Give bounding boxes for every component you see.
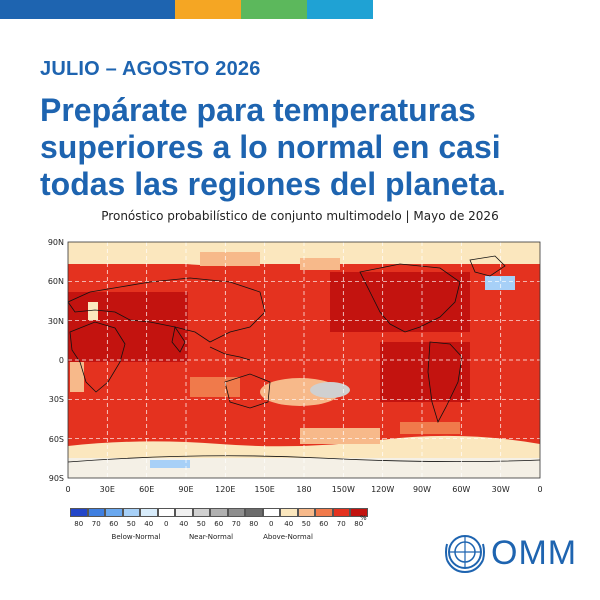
topbar-segment-cyan bbox=[307, 0, 373, 19]
lat-label: 60N bbox=[48, 277, 64, 286]
legend-tick-label: 80 bbox=[249, 520, 259, 528]
headline-line-3: todas las regiones del planeta. bbox=[40, 166, 506, 202]
lon-label: 120W bbox=[371, 485, 394, 494]
legend-tick-label: 80 bbox=[354, 520, 364, 528]
legend-tick-label: 40 bbox=[284, 520, 294, 528]
lon-label: 150W bbox=[332, 485, 355, 494]
legend-tick-label: 70 bbox=[231, 520, 241, 528]
lon-label: 60E bbox=[139, 485, 154, 494]
topbar-segment-orange bbox=[175, 0, 241, 19]
legend-color-box bbox=[140, 508, 158, 517]
lon-label: 0 bbox=[537, 485, 542, 494]
legend-color-box bbox=[297, 508, 315, 517]
lon-label: 30E bbox=[100, 485, 115, 494]
legend-color-box bbox=[70, 508, 88, 517]
legend-color-box bbox=[350, 508, 368, 517]
latitude-labels: 90N 60N 30N 0 30S 60S 90S bbox=[48, 238, 64, 483]
legend-color-box bbox=[175, 508, 193, 517]
legend-color-box bbox=[332, 508, 350, 517]
lon-label: 30W bbox=[492, 485, 510, 494]
legend-tick-label: 50 bbox=[301, 520, 311, 528]
lon-label: 180 bbox=[296, 485, 311, 494]
legend-tick-label: 40 bbox=[179, 520, 189, 528]
legend-tick-label: 50 bbox=[196, 520, 206, 528]
legend-tick-label: 60 bbox=[109, 520, 119, 528]
legend-color-box bbox=[315, 508, 333, 517]
lon-label: 0 bbox=[65, 485, 70, 494]
legend-color-box bbox=[87, 508, 105, 517]
legend-color-box bbox=[280, 508, 298, 517]
legend-tick-label: 70 bbox=[336, 520, 346, 528]
headline: Prepárate para temperaturas superiores a… bbox=[40, 92, 580, 203]
legend-tick-label: 60 bbox=[214, 520, 224, 528]
topbar-segment-blue bbox=[0, 0, 175, 19]
legend-tick-label: 0 bbox=[269, 520, 274, 528]
coastlines bbox=[68, 255, 540, 463]
map-svg: 90N 60N 30N 0 30S 60S 90S 0 30E 60E 90E … bbox=[48, 238, 543, 494]
lon-label: 90E bbox=[178, 485, 193, 494]
lat-label: 90S bbox=[49, 474, 64, 483]
lon-label: 90W bbox=[413, 485, 431, 494]
lon-label: 120E bbox=[215, 485, 235, 494]
lon-label: 150E bbox=[255, 485, 275, 494]
legend-category-above: Above-Normal bbox=[263, 533, 313, 541]
legend-color-box bbox=[245, 508, 263, 517]
logo-text: OMM bbox=[491, 534, 578, 572]
topbar-segment-green bbox=[241, 0, 307, 19]
lat-label: 90N bbox=[48, 238, 64, 247]
legend-tick-label: 40 bbox=[144, 520, 154, 528]
lat-label: 30N bbox=[48, 317, 64, 326]
headline-line-1: Prepárate para temperaturas bbox=[40, 92, 476, 128]
map-caption: Pronóstico probabilístico de conjunto mu… bbox=[101, 209, 499, 223]
map-field bbox=[68, 242, 540, 478]
legend-tick-label: 0 bbox=[164, 520, 169, 528]
legend-color-box bbox=[157, 508, 175, 517]
legend-color-box bbox=[192, 508, 210, 517]
legend-category-below: Below-Normal bbox=[111, 533, 161, 541]
omm-logo: OMM bbox=[443, 530, 583, 576]
legend-category-near: Near-Normal bbox=[188, 533, 234, 541]
legend-tick-label: 50 bbox=[126, 520, 136, 528]
legend-tick-label: 70 bbox=[91, 520, 101, 528]
legend-color-box bbox=[122, 508, 140, 517]
lat-label: 60S bbox=[49, 435, 64, 444]
legend-color-box bbox=[210, 508, 228, 517]
legend-tick-label: 80 bbox=[74, 520, 84, 528]
lat-label: 30S bbox=[49, 395, 64, 404]
legend-color-box bbox=[262, 508, 280, 517]
wmo-emblem-icon bbox=[445, 535, 485, 574]
lat-label: 0 bbox=[59, 356, 64, 365]
legend-color-box bbox=[227, 508, 245, 517]
graticule bbox=[68, 242, 540, 478]
longitude-labels: 0 30E 60E 90E 120E 150E 180 150W 120W 90… bbox=[65, 485, 542, 494]
map-frame bbox=[67, 241, 541, 479]
legend-unit: % bbox=[360, 514, 367, 522]
lon-label: 60W bbox=[452, 485, 470, 494]
period-title: JULIO – AGOSTO 2026 bbox=[40, 58, 261, 80]
legend-color-box bbox=[105, 508, 123, 517]
forecast-map: 90N 60N 30N 0 30S 60S 90S 0 30E 60E 90E … bbox=[0, 232, 600, 502]
headline-line-2: superiores a lo normal en casi bbox=[40, 129, 501, 165]
legend-tick-label: 60 bbox=[319, 520, 329, 528]
color-legend: 80 70 60 50 40 0 40 50 60 70 80 0 40 50 60 70 80 % Below… bbox=[60, 508, 380, 548]
